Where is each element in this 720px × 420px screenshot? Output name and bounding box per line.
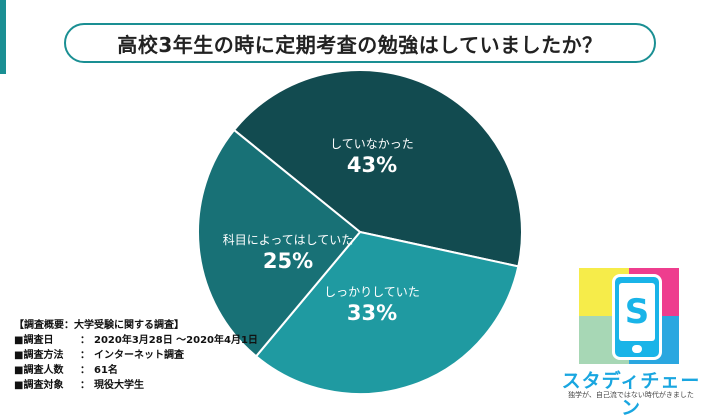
survey-value: 現役大学生: [94, 380, 144, 391]
survey-key: ■調査対象: [14, 380, 64, 391]
slice-category-label: していなかった: [330, 137, 414, 151]
phone-home-button: [632, 345, 642, 353]
slice-category-label: しっかりしていた: [324, 285, 420, 299]
title-banner: 高校3年生の時に定期考査の勉強はしていましたか？: [64, 23, 656, 63]
survey-value: インターネット調査: [94, 350, 184, 361]
survey-summary: 【調査概要：大学受験に関する調査】 ■調査日 ： 2020年3月28日 〜202…: [14, 318, 258, 393]
slice-value-label: 25%: [263, 249, 313, 273]
pie-slice: [197, 128, 362, 358]
pie-slice: [254, 230, 520, 395]
logo-mark: S: [579, 268, 679, 364]
survey-heading: 【調査概要：大学受験に関する調査】: [14, 320, 184, 331]
survey-separator: ：: [80, 365, 90, 376]
slice-value-label: 43%: [347, 153, 397, 177]
page-title: 高校3年生の時に定期考査の勉強はしていましたか？: [117, 32, 603, 57]
slice-value-label: 33%: [347, 301, 397, 325]
phone-screen: S: [619, 283, 655, 341]
studychain-logo: S スタディチェーン 独学が、自己流ではない時代がきました: [556, 268, 706, 419]
slice-category-label: 科目によってはしていた: [223, 233, 353, 247]
survey-value: 61名: [94, 365, 118, 376]
survey-row: ■調査人数 ： 61名: [14, 363, 258, 378]
pie-slices: [197, 69, 523, 395]
pie-chart: していなかった 43% しっかりしていた 33% 科目によってはしていた 25%: [197, 69, 523, 395]
survey-key: ■調査日: [14, 335, 54, 346]
survey-separator: ：: [80, 335, 90, 346]
survey-key: ■調査人数: [14, 365, 64, 376]
survey-separator: ：: [80, 380, 90, 391]
survey-row: ■調査対象 ： 現役大学生: [14, 378, 258, 393]
left-accent-bar: [0, 0, 6, 74]
pie-slice: [232, 69, 523, 268]
logo-tagline: 独学が、自己流ではない時代がきました: [568, 391, 694, 399]
pie-labels: していなかった 43% しっかりしていた 33% 科目によってはしていた 25%: [223, 137, 420, 325]
phone-icon: S: [612, 274, 662, 360]
survey-row: ■調査方法 ： インターネット調査: [14, 348, 258, 363]
survey-separator: ：: [80, 350, 90, 361]
survey-row: ■調査日 ： 2020年3月28日 〜2020年4月1日: [14, 333, 258, 348]
survey-value: 2020年3月28日 〜2020年4月1日: [94, 335, 258, 346]
survey-key: ■調査方法: [14, 350, 64, 361]
